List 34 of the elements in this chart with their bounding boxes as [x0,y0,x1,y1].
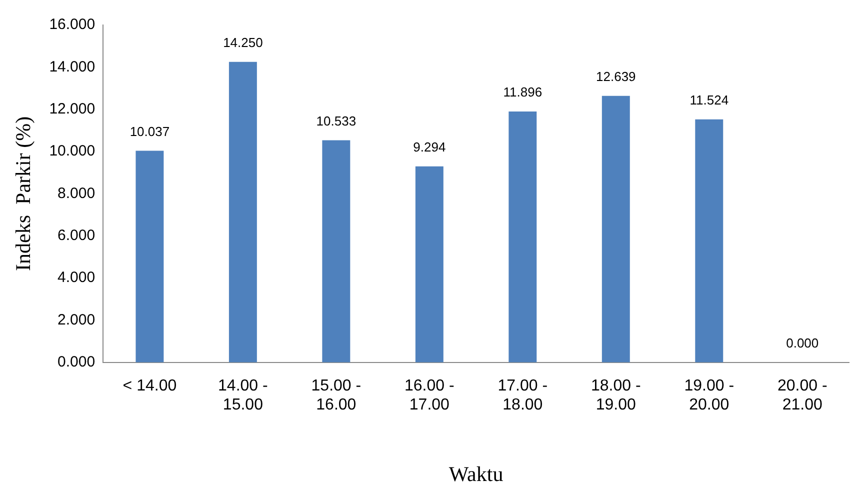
y-tick-label: 4.000 [58,269,96,286]
x-tick-label: 17.00 - 18.00 [498,377,548,414]
data-label: 0.000 [786,335,819,350]
y-tick-label: 0.000 [58,354,96,371]
x-tick-label: < 14.00 [122,377,177,394]
data-label: 10.533 [316,113,356,128]
data-label: 11.896 [503,84,542,100]
bar [415,166,444,362]
bar [695,119,724,362]
x-tick-label: 19.00 - 20.00 [684,377,734,414]
y-tick-label: 16.000 [49,16,96,34]
x-tick-label: 16.00 - 17.00 [404,377,454,414]
y-tick-label: 2.000 [58,311,96,328]
data-label: 14.250 [223,34,263,50]
data-label: 11.524 [690,92,729,108]
x-axis-title: Waktu [448,462,504,486]
x-tick-label: 18.00 - 19.00 [590,377,641,414]
bar [228,62,257,362]
x-tick-label: 20.00 - 21.00 [777,377,828,414]
bar [136,150,164,362]
y-tick-label: 14.000 [49,58,96,76]
data-label: 9.294 [413,139,446,154]
y-tick-label: 8.000 [58,184,96,202]
bar [322,140,350,362]
x-tick-label: 15.00 - 16.00 [311,377,362,414]
y-axis-title: Indeks Parkir (%) [11,116,36,271]
y-tick-label: 12.000 [49,100,96,118]
x-tick-label: 14.00 - 15.00 [218,377,268,414]
y-tick-label: 10.000 [49,142,96,160]
data-label: 10.037 [130,124,170,139]
bar [602,96,630,362]
bar [508,112,537,362]
data-label: 12.639 [596,68,636,84]
y-tick-label: 6.000 [58,227,96,244]
